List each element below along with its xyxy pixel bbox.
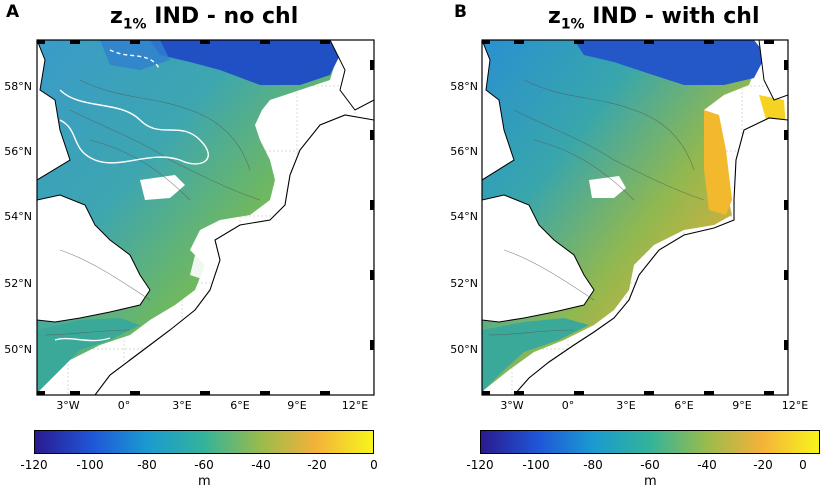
panel-title: z1% IND - with chl	[548, 4, 760, 32]
uk-coast	[37, 194, 151, 323]
lat-label: 58°N	[450, 80, 478, 93]
dogger-bank	[589, 176, 626, 198]
dogger-bank	[140, 175, 185, 200]
panel-a: A z1% IND - no chl	[0, 0, 414, 493]
lat-label: 52°N	[450, 277, 478, 290]
lat-label: 56°N	[4, 145, 32, 158]
lat-label: 50°N	[4, 343, 32, 356]
colorbar-tick: -40	[251, 458, 271, 472]
colorbar-tick: 0	[799, 458, 807, 472]
colorbar-tick: -120	[466, 458, 494, 472]
title-text: IND - no chl	[146, 4, 299, 29]
colorbar-tick: 0	[370, 458, 378, 472]
channel-patch	[482, 318, 589, 395]
lat-label: 56°N	[450, 145, 478, 158]
colorbar-tick: -80	[583, 458, 603, 472]
panel-letter: B	[454, 2, 467, 22]
map-b	[481, 39, 789, 396]
colorbar	[480, 430, 820, 454]
lon-label: 6°E	[230, 399, 250, 412]
title-symbol: z	[110, 4, 123, 29]
lat-label: 54°N	[450, 210, 478, 223]
lat-label: 50°N	[450, 343, 478, 356]
panel-title: z1% IND - no chl	[110, 4, 298, 32]
map-frame	[481, 39, 789, 396]
lon-label: 3°E	[616, 399, 636, 412]
colorbar-tick: -60	[640, 458, 660, 472]
title-text: IND - with chl	[584, 4, 760, 29]
panel-letter: A	[6, 2, 20, 22]
lon-label: 6°E	[674, 399, 694, 412]
depth-contours	[44, 79, 261, 336]
norwegian-trench	[150, 40, 340, 85]
lon-label: 12°E	[781, 399, 809, 412]
lat-label: 58°N	[4, 80, 32, 93]
continent-coast	[513, 117, 788, 395]
lon-label: 9°E	[732, 399, 752, 412]
frame-ticks	[482, 40, 788, 395]
colorbar-unit: m	[198, 474, 211, 489]
depth-contours	[488, 79, 705, 336]
lon-label: 0°	[561, 399, 575, 412]
colorbar-tick: -40	[697, 458, 717, 472]
panel-b: B z1% IND - with chl	[414, 0, 828, 493]
title-subscript: 1%	[560, 16, 585, 33]
colorbar-tick: -80	[137, 458, 157, 472]
lon-label: 9°E	[287, 399, 307, 412]
colorbar-tick: -100	[76, 458, 104, 472]
colorbar-tick: -20	[753, 458, 773, 472]
colorbar	[34, 430, 374, 454]
lon-label: 12°E	[341, 399, 369, 412]
channel-patch	[37, 318, 140, 395]
mld-contours	[54, 49, 209, 342]
colorbar-unit: m	[644, 474, 657, 489]
uk-coast	[482, 194, 595, 323]
colorbar-tick: -60	[194, 458, 214, 472]
colorbar-tick: -100	[522, 458, 550, 472]
lat-label: 52°N	[4, 277, 32, 290]
frame-ticks	[37, 40, 374, 395]
norwegian-trench	[574, 40, 766, 85]
continent-coast	[94, 114, 374, 395]
map-a	[36, 39, 375, 396]
colorbar-tick: -120	[20, 458, 48, 472]
title-symbol: z	[548, 4, 561, 29]
lon-label: 3°W	[56, 399, 80, 412]
lon-label: 3°E	[172, 399, 192, 412]
colorbar-tick: -20	[307, 458, 327, 472]
lat-label: 54°N	[4, 210, 32, 223]
title-subscript: 1%	[122, 16, 147, 33]
lon-label: 3°W	[500, 399, 524, 412]
lon-label: 0°	[117, 399, 131, 412]
